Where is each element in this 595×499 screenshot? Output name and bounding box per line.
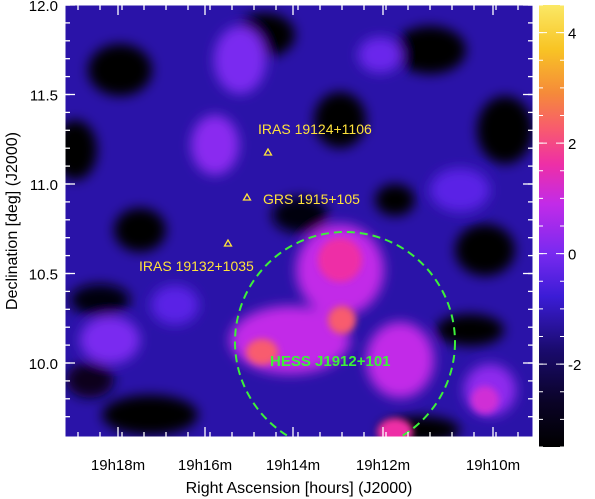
y-tick-label: 11.5 xyxy=(30,88,58,105)
y-tick-label: 10.0 xyxy=(29,356,58,373)
label-grs-1915: GRS 1915+105 xyxy=(263,191,360,207)
x-tick-label: 19h16m xyxy=(178,457,232,474)
iras-19132-marker xyxy=(223,238,233,247)
x-tick-label: 19h14m xyxy=(266,457,320,474)
colorbar-tick-label: 4 xyxy=(568,26,576,43)
y-tick-label: 11.0 xyxy=(30,177,58,194)
colorbar-tick-labels: 4 2 0 -2 xyxy=(568,26,581,375)
x-axis-title: Right Ascension [hours] (J2000) xyxy=(186,480,413,497)
label-iras-19124: IRAS 19124+1106 xyxy=(258,121,372,137)
colorbar-ticks xyxy=(539,4,564,448)
label-iras-19132: IRAS 19132+1035 xyxy=(139,258,254,274)
axis-ticks xyxy=(65,4,533,437)
y-tick-label: 12.0 xyxy=(29,0,58,15)
x-tick-labels: 19h18m 19h16m 19h14m 19h12m 19h10m xyxy=(91,457,520,474)
x-tick-label: 19h18m xyxy=(91,457,145,474)
label-hess-j1912: HESS J1912+101 xyxy=(270,353,391,370)
y-tick-labels: 10.0 10.5 11.0 11.5 12.0 xyxy=(29,0,58,373)
y-axis-title: Declination [deg] (J2000) xyxy=(4,132,21,310)
colorbar xyxy=(539,5,564,447)
colorbar-tick-label: 0 xyxy=(568,247,576,264)
x-tick-label: 19h12m xyxy=(356,457,410,474)
hess-extent-circle xyxy=(234,231,456,437)
colorbar-tick-label: -2 xyxy=(568,357,581,374)
x-tick-label: 19h10m xyxy=(466,457,520,474)
colorbar-tick-label: 2 xyxy=(568,136,576,153)
source-markers xyxy=(223,147,273,247)
sky-map xyxy=(65,5,533,437)
grs-1915-marker xyxy=(242,192,252,201)
plot-frame xyxy=(64,4,534,438)
y-tick-label: 10.5 xyxy=(29,267,58,284)
iras-19124-marker xyxy=(263,147,273,156)
